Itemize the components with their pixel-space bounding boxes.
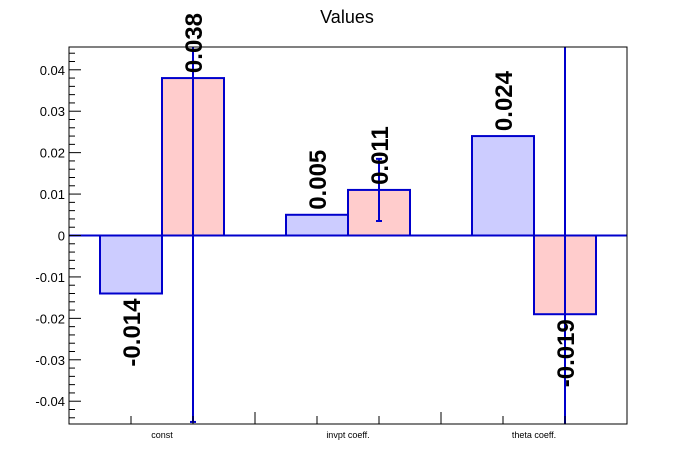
data-label: -0.019 [553, 319, 580, 387]
chart-title: Values [320, 7, 374, 27]
x-tick-label: theta coeff. [512, 430, 556, 440]
bar-const-1 [99, 234, 163, 295]
data-label: 0.038 [181, 13, 208, 73]
x-axis: const invpt coeff. theta coeff. [130, 412, 566, 440]
y-tick-label: -0.02 [35, 311, 65, 326]
x-tick-label: invpt coeff. [326, 430, 369, 440]
x-tick-label: const [151, 430, 173, 440]
y-axis: -0.04 -0.03 -0.02 -0.01 0 0.01 0.02 0.03 0.04 [35, 52, 81, 419]
data-label: 0.011 [367, 126, 394, 185]
y-tick-label: 0.03 [40, 104, 65, 119]
y-tick-label: 0.02 [40, 146, 65, 161]
bar-invpt-coeff--1 [285, 213, 349, 237]
data-labels-layer: -0.014 0.005 0.024 0.038 0.011 -0.019 [119, 13, 580, 387]
error-bars-layer [190, 47, 566, 424]
data-label: 0.024 [491, 70, 518, 131]
y-tick-label: -0.04 [35, 394, 65, 409]
data-label: 0.005 [305, 150, 332, 210]
y-tick-label: 0.04 [40, 63, 65, 78]
bars-layer [99, 77, 597, 316]
bar-theta-coeff--1 [471, 135, 535, 237]
data-label: -0.014 [119, 298, 146, 367]
y-tick-label: -0.03 [35, 353, 65, 368]
y-tick-label: -0.01 [35, 270, 65, 285]
y-tick-label: 0 [58, 229, 65, 244]
y-tick-label: 0.01 [40, 187, 65, 202]
